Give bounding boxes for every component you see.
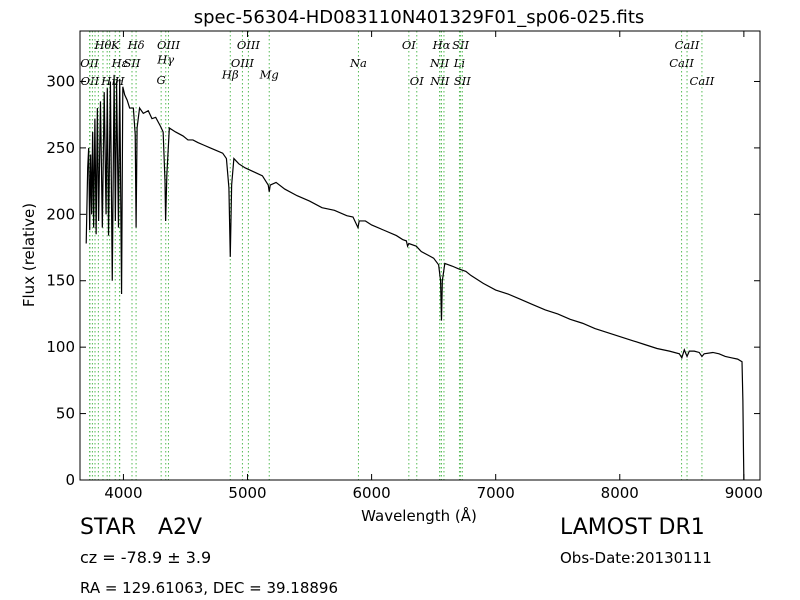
spectral-line-label: Li	[453, 56, 466, 70]
x-tick-label: 6000	[353, 484, 391, 502]
spectral-line-label: G	[157, 73, 166, 87]
spectral-line-label: Hδ	[127, 38, 145, 52]
spectral-line-label: K	[110, 38, 121, 52]
obs-date: Obs-Date:20130111	[560, 549, 712, 567]
spectral-line-label: Hβ	[221, 68, 239, 82]
x-tick-label: 8000	[601, 484, 639, 502]
spectral-line-label: Hθ	[93, 38, 111, 52]
chart-title: spec-56304-HD083110N401329F01_sp06-025.f…	[194, 7, 645, 28]
spectral-line-label: Hε	[111, 56, 128, 70]
y-axis-label: Flux (relative)	[20, 203, 38, 307]
redshift-value: cz = -78.9 ± 3.9	[80, 548, 212, 567]
spectral-line-label: NII	[429, 56, 450, 70]
spectral-line-label: SII	[124, 56, 141, 70]
x-tick-label: 4000	[104, 484, 142, 502]
spectral-line-label: OI	[402, 38, 416, 52]
survey-name: LAMOST DR1	[560, 515, 705, 540]
spectral-line-label: OIII	[157, 38, 181, 52]
x-axis-label: Wavelength (Å)	[361, 506, 477, 525]
x-tick-label: 9000	[725, 484, 763, 502]
plot-frame	[79, 30, 761, 481]
spectral-line-label: CaII	[669, 56, 694, 70]
spectral-line-label: CaII	[690, 74, 715, 88]
spectral-line-label: NII	[429, 74, 450, 88]
y-axis-ticks: 0 50 100 150 200 250 300	[46, 72, 760, 489]
spectral-line-label: SII	[454, 74, 471, 88]
spectral-line-label: OIII	[231, 56, 255, 70]
spectral-line-label: CaII	[675, 38, 700, 52]
spectrum-line	[85, 74, 745, 481]
x-tick-label: 5000	[228, 484, 266, 502]
spectral-line-label: Hγ	[156, 53, 174, 67]
y-tick-label: 250	[46, 139, 75, 157]
x-tick-label: 7000	[477, 484, 515, 502]
y-tick-label: 200	[46, 205, 75, 223]
spectral-line-label: OIII	[237, 38, 261, 52]
coordinates: RA = 129.61063, DEC = 39.18896	[80, 579, 339, 597]
spectral-line-label: SII	[452, 38, 469, 52]
object-class: STAR	[80, 515, 137, 540]
subclass: A2V	[158, 515, 203, 540]
x-axis-ticks: 4000 5000 6000 7000 8000 9000	[104, 31, 763, 502]
spectral-line-label: Hα	[432, 38, 451, 52]
spectral-line-label: Na	[349, 56, 367, 70]
y-tick-label: 150	[46, 272, 75, 290]
y-tick-label: 0	[65, 471, 75, 489]
spectral-line-label: OI	[410, 74, 424, 88]
line-markers: OIIOIIHθHηKHHεSIIHδGHγOIIIHβOIIIOIIIMgNa…	[80, 31, 715, 480]
spectral-line-label: Mg	[259, 68, 279, 82]
y-tick-label: 300	[46, 72, 75, 90]
y-tick-label: 50	[56, 405, 75, 423]
y-tick-label: 100	[46, 338, 75, 356]
